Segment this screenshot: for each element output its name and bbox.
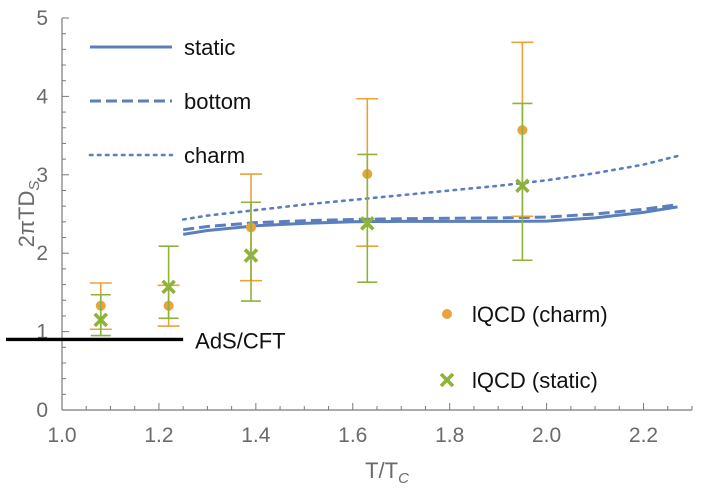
x-marker-stroke [161,279,176,295]
x-tick-label: 1.2 [144,424,173,447]
x-tick-label: 2.2 [629,424,658,447]
x-marker-stroke [360,216,375,231]
data-point-static [161,279,176,295]
x-marker-stroke [243,248,259,263]
legend-label-bottom: bottom [184,89,251,114]
x-axis-label: T/TC [365,458,409,487]
legend: static bottom charm lQCD (charm) lQCD (stati… [88,35,608,393]
legend-label-lqcd-charm: lQCD (charm) [472,302,608,327]
y-tick-label: 2 [36,242,48,265]
legend-marker-charm [442,309,452,319]
x-marker-stroke [515,178,530,194]
x-tick-label: 1.0 [47,424,76,447]
x-marker-stroke [439,372,455,388]
legend-label-lqcd-static: lQCD (static) [472,368,598,393]
series-layer [181,154,679,236]
series-line-bottom [183,203,678,232]
y-tick-label: 5 [36,7,48,30]
data-point-static [515,178,530,194]
legend-label-static: static [184,35,235,60]
y-tick-label: 0 [36,399,48,422]
x-marker-stroke [93,312,109,328]
data-point-static [243,248,259,263]
x-tick-label: 1.4 [241,424,271,447]
data-point-static [360,216,375,231]
annotation-layer: AdS/CFT [6,328,286,353]
y-tick-label: 4 [36,85,48,108]
y-tick-label: 1 [36,321,48,344]
x-tick-label: 2.0 [532,424,561,447]
x-tick-label: 1.6 [338,424,367,447]
axes: 1.0 1.2 1.4 1.6 1.8 2.0 2.2 0 1 2 3 4 5 T/TC 2πTDS [14,7,693,487]
legend-marker-static [439,372,455,388]
y-axis-label: 2πTDS [14,181,43,248]
data-point-static [93,312,109,328]
points-layer [89,41,534,337]
series-line-charm [181,154,679,221]
adscft-label: AdS/CFT [195,328,285,353]
y-tick-label: 3 [36,164,48,187]
legend-label-charm: charm [184,143,245,168]
x-tick-label: 1.8 [435,424,464,447]
